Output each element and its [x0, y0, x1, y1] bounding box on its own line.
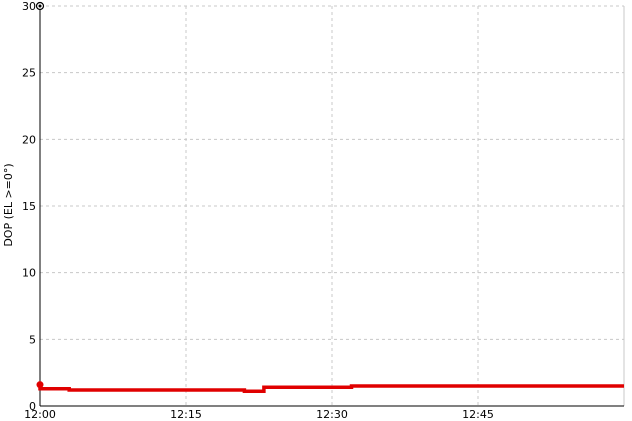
y-axis-title: DOP (EL >=0°)	[2, 163, 15, 246]
axis-top-marker-dot	[38, 4, 42, 8]
y-tick-label: 0	[29, 400, 36, 413]
tick-labels: 0 5 10 15 20 25 30 12:00 12:15 12:30 12:45	[22, 0, 494, 421]
x-tick-label: 12:45	[462, 408, 494, 421]
y-tick-label: 20	[22, 133, 36, 146]
grid-lines	[40, 5, 624, 406]
y-tick-label: 25	[22, 67, 36, 80]
series-start-point	[36, 381, 44, 389]
axes	[35, 1, 625, 407]
x-tick-label: 12:00	[24, 408, 56, 421]
y-tick-label: 30	[22, 0, 36, 13]
y-tick-label: 5	[29, 333, 36, 346]
dop-series-line	[38, 384, 624, 394]
x-tick-label: 12:15	[170, 408, 202, 421]
x-tick-label: 12:30	[316, 408, 348, 421]
series-layer	[36, 381, 624, 394]
y-tick-label: 15	[22, 200, 36, 213]
y-tick-label: 10	[22, 267, 36, 280]
